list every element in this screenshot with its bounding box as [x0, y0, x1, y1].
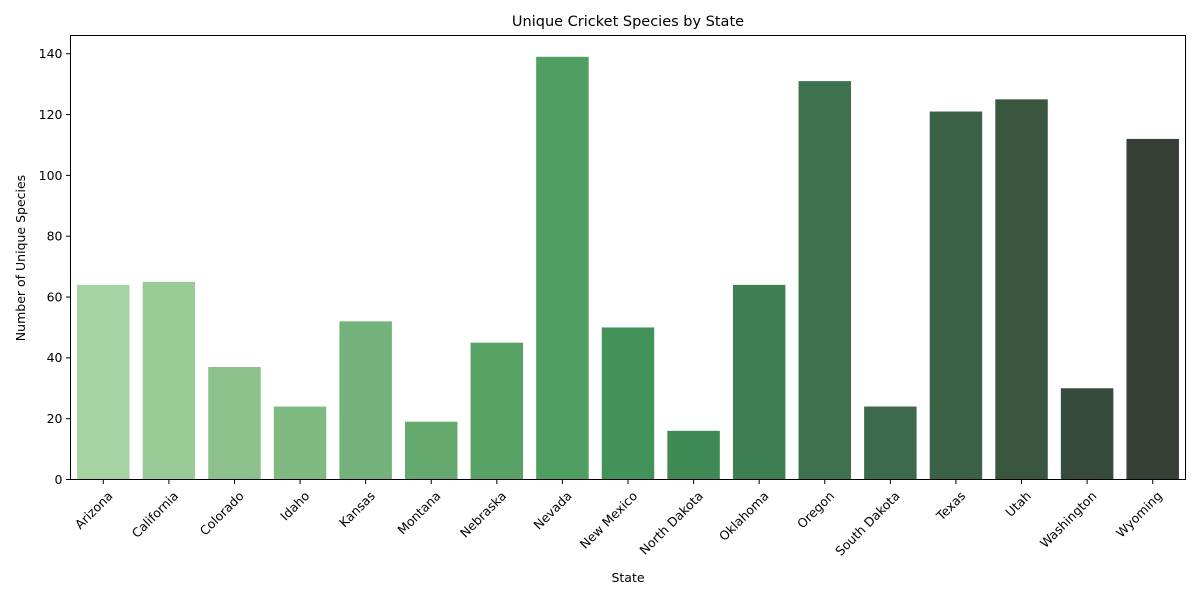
x-tick-label: Montana [394, 488, 443, 537]
y-tick-label: 40 [47, 350, 63, 365]
y-tick-label: 20 [47, 411, 63, 426]
bar-utah [995, 99, 1048, 480]
x-tick-label: Nevada [530, 488, 574, 532]
bar-nevada [536, 56, 589, 480]
y-axis-ticks: 0 20 40 60 80 100 120 140 [39, 46, 71, 487]
y-tick-label: 0 [55, 472, 63, 487]
bar-new-mexico [601, 327, 655, 480]
y-tick-label: 60 [47, 289, 63, 304]
bar-south-dakota [864, 406, 917, 480]
bar-wyoming [1126, 138, 1179, 480]
x-tick-label: Kansas [336, 488, 378, 530]
y-tick-label: 100 [39, 168, 63, 183]
x-tick-label: Colorado [197, 488, 247, 538]
x-tick-label: Idaho [277, 488, 312, 523]
x-tick-label: Arizona [72, 488, 116, 532]
bar-idaho [273, 406, 327, 480]
bar-kansas [339, 321, 392, 480]
y-tick-label: 120 [39, 107, 63, 122]
x-tick-label: Oregon [794, 488, 837, 531]
x-tick-label: Texas [932, 488, 968, 524]
bar-washington [1060, 388, 1114, 480]
x-tick-label: Nebraska [457, 488, 509, 540]
bar-montana [405, 421, 458, 480]
bar-oregon [798, 81, 851, 480]
x-tick-label: New Mexico [577, 488, 641, 552]
y-axis-label: Number of Unique Species [13, 175, 28, 341]
bar-oklahoma [732, 284, 786, 480]
x-tick-label: North Dakota [636, 488, 705, 557]
chart-title: Unique Cricket Species by State [512, 14, 744, 30]
x-tick-label: South Dakota [832, 488, 902, 558]
x-tick-label: Wyoming [1113, 488, 1165, 540]
bar-north-dakota [667, 430, 720, 480]
x-tick-label: California [129, 488, 182, 541]
bars-layer [77, 56, 1179, 480]
x-tick-label: Washington [1037, 488, 1100, 551]
bar-texas [929, 111, 983, 480]
x-axis-label: State [611, 570, 644, 585]
y-tick-label: 140 [39, 46, 63, 61]
y-tick-label: 80 [47, 229, 63, 244]
plot-frame [70, 35, 1186, 480]
bar-arizona [77, 284, 130, 480]
x-axis-ticks: Arizona California Colorado Idaho Kansas Mont… [72, 479, 1165, 559]
bar-california [142, 281, 196, 480]
bar-nebraska [470, 342, 524, 480]
x-tick-label: Oklahoma [716, 488, 772, 544]
bar-colorado [208, 366, 261, 480]
x-tick-label: Utah [1002, 488, 1034, 520]
